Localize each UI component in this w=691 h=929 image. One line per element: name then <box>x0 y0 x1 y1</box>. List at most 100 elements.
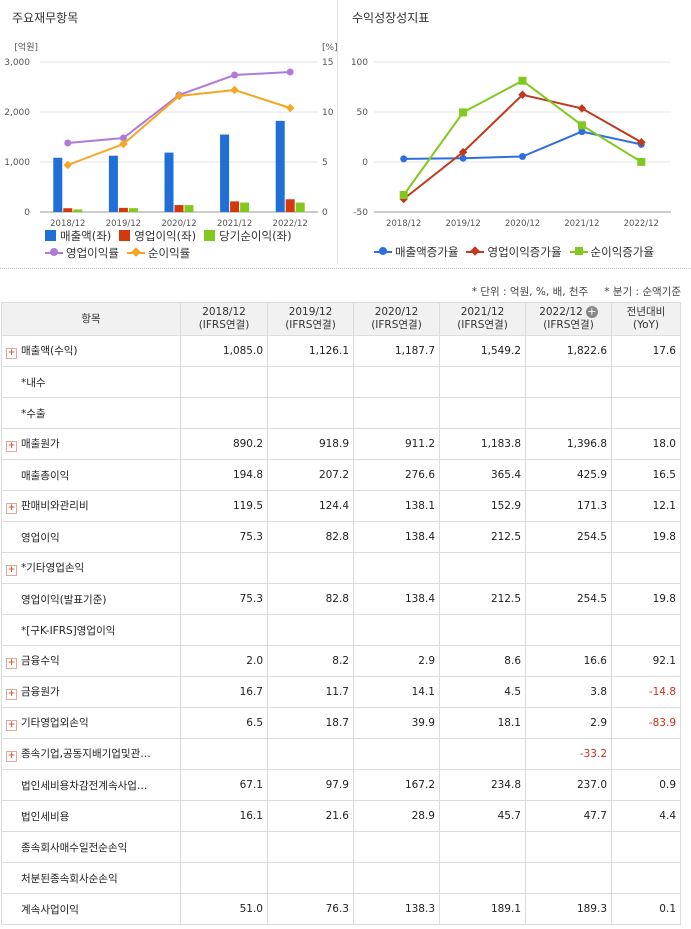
left-axis-unit: [억원] <box>14 41 38 53</box>
value-cell <box>439 862 526 894</box>
bar-1-4 <box>285 199 295 212</box>
value-cell: 97.9 <box>267 769 354 801</box>
expand-row-icon[interactable]: + <box>6 689 17 700</box>
row-label[interactable]: + 금융원가 <box>1 676 181 708</box>
table-row: 계속사업이익 51.0 76.3 138.3 189.1 189.3 0.1 <box>1 893 681 925</box>
expand-row-icon[interactable]: + <box>6 503 17 514</box>
row-label: 법인세비용 <box>1 800 181 832</box>
yoy-cell <box>611 831 681 863</box>
value-cell: 18.1 <box>439 707 526 739</box>
row-label-text: 종속기업,공동지배기업및관… <box>21 748 151 760</box>
y-tick-label: 2,000 <box>4 108 30 118</box>
value-cell <box>353 831 440 863</box>
row-label-text: 영업이익(발표기준) <box>21 593 107 606</box>
legend-label: 순이익률 <box>147 246 191 260</box>
value-cell <box>180 552 268 584</box>
bar-1-2 <box>174 205 184 212</box>
point-0-4 <box>286 68 294 76</box>
value-cell: 82.8 <box>267 583 354 615</box>
legend-item: 순이익률 <box>126 245 191 262</box>
bar-0-4 <box>275 120 285 212</box>
legend-swatch <box>569 246 588 257</box>
point-1-3 <box>577 104 587 113</box>
point-2-2 <box>518 76 527 85</box>
row-label-text: 매출원가 <box>21 438 60 450</box>
yoy-cell <box>611 397 681 429</box>
unit-note: * 단위 : 억원, %, 배, 천주 <box>471 286 589 298</box>
expand-row-icon[interactable]: + <box>6 658 17 669</box>
expand-row-icon[interactable]: + <box>6 720 17 731</box>
y-tick-label: 3,000 <box>4 58 30 68</box>
legend-swatch <box>119 230 131 241</box>
value-cell: 75.3 <box>180 521 268 553</box>
value-cell: 51.0 <box>180 893 268 925</box>
x-tick-label: 2021/12 <box>217 219 252 229</box>
y-tick-label: 0 <box>362 158 368 168</box>
yoy-cell: 0.9 <box>611 769 681 801</box>
value-cell <box>180 614 268 646</box>
value-cell: 21.6 <box>267 800 354 832</box>
yoy-cell: 19.8 <box>611 521 681 553</box>
row-label-text: 매출총이익 <box>21 469 70 482</box>
row-label: 종속회사매수일전순손익 <box>1 831 181 863</box>
row-label[interactable]: + 기타영업외손익 <box>1 707 181 739</box>
x-tick-label: 2019/12 <box>445 219 480 229</box>
row-label[interactable]: + 금융수익 <box>1 645 181 677</box>
value-cell <box>439 552 526 584</box>
expand-row-icon[interactable]: + <box>6 441 17 452</box>
legend-swatch <box>45 247 63 258</box>
row-label: *[구K-IFRS]영업이익 <box>1 614 181 646</box>
value-cell <box>267 397 354 429</box>
growth-indicators-title: 수익성장성지표 <box>352 11 430 25</box>
legend-label: 당기순이익(좌) <box>219 229 292 243</box>
value-cell: 918.9 <box>267 428 354 460</box>
row-label[interactable]: + 종속기업,공동지배기업및관… <box>1 738 181 770</box>
yoy-cell <box>611 552 681 584</box>
growth-indicators-chart: -50 0 50 100 2018/12 2019/12 2020/12 2021/12 202… <box>351 58 671 229</box>
expand-row-icon[interactable]: + <box>6 565 17 576</box>
value-cell <box>353 862 440 894</box>
point-2-3 <box>577 121 586 130</box>
yoy-cell <box>611 738 681 770</box>
value-cell: 171.3 <box>525 490 612 522</box>
bar-0-1 <box>108 155 118 212</box>
x-tick-label: 2019/12 <box>106 219 141 229</box>
yoy-sub-label: (YoY) <box>632 319 660 331</box>
row-label[interactable]: + 매출원가 <box>1 428 181 460</box>
legend-label: 영업이익증가율 <box>487 245 562 259</box>
value-cell: 138.4 <box>353 583 440 615</box>
expand-row-icon[interactable]: + <box>6 751 17 762</box>
legend-swatch <box>126 247 145 258</box>
legend-item: 당기순이익(좌) <box>204 228 292 245</box>
point-0-1 <box>459 154 467 162</box>
yoy-cell <box>611 614 681 646</box>
value-cell: 189.1 <box>439 893 526 925</box>
yoy-cell: 4.4 <box>611 800 681 832</box>
point-0-0 <box>400 155 408 163</box>
x-tick-label: 2018/12 <box>386 219 421 229</box>
value-cell <box>439 614 526 646</box>
value-cell <box>439 738 526 770</box>
header-period: 2021/12 (IFRS연결) <box>439 302 526 336</box>
value-cell <box>180 366 268 398</box>
row-label[interactable]: + *기타영업손익 <box>1 552 181 584</box>
value-cell: 45.7 <box>439 800 526 832</box>
row-label-text: 처분된종속회사순손익 <box>21 872 118 885</box>
quarter-note: * 분기 : 순액기준 <box>604 286 681 298</box>
row-label[interactable]: + 매출액(수익) <box>1 335 181 367</box>
row-label: *수출 <box>1 397 181 429</box>
section-divider <box>0 268 691 269</box>
row-label-text: 판매비와관리비 <box>21 500 89 512</box>
value-cell <box>267 738 354 770</box>
value-cell: 1,822.6 <box>525 335 612 367</box>
value-cell: 6.5 <box>180 707 268 739</box>
table-row: 종속회사매수일전순손익 <box>1 831 681 863</box>
row-label[interactable]: + 판매비와관리비 <box>1 490 181 522</box>
period-year: 2019/12 <box>288 306 333 318</box>
table-row: + 금융수익 2.0 8.2 2.9 8.6 16.6 92.1 <box>1 645 681 677</box>
add-period-icon[interactable]: + <box>585 305 598 318</box>
value-cell: 28.9 <box>353 800 440 832</box>
value-cell: 167.2 <box>353 769 440 801</box>
bar-0-0 <box>53 157 63 212</box>
expand-row-icon[interactable]: + <box>6 348 17 359</box>
